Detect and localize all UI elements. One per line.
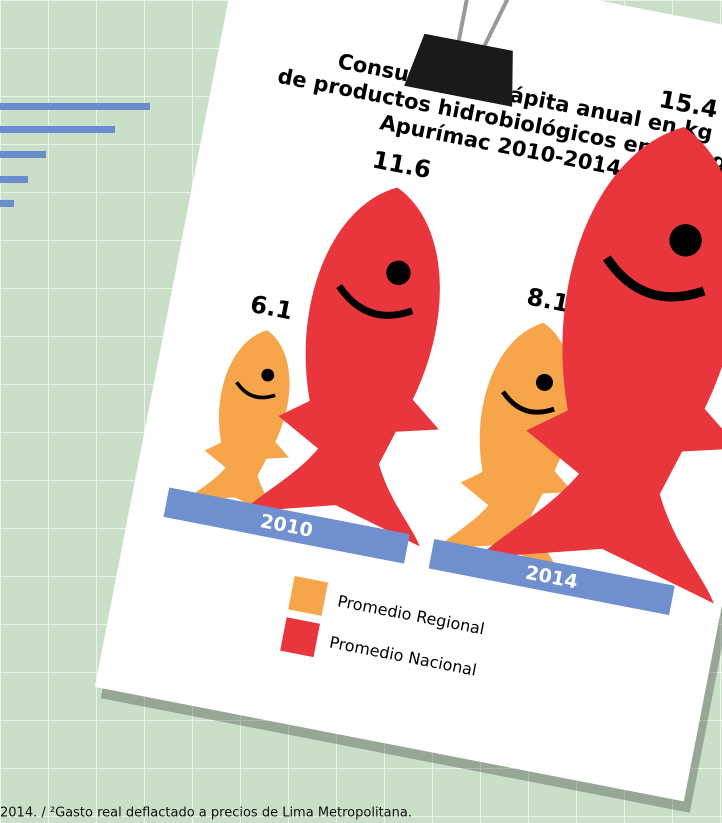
infographic: Consumo per cápita anual en kg de produc… xyxy=(0,0,722,823)
legend-swatch xyxy=(280,617,320,657)
footnote: 2014. / ²Gasto real deflactado a precios… xyxy=(0,806,412,821)
legend-swatch xyxy=(288,576,328,616)
